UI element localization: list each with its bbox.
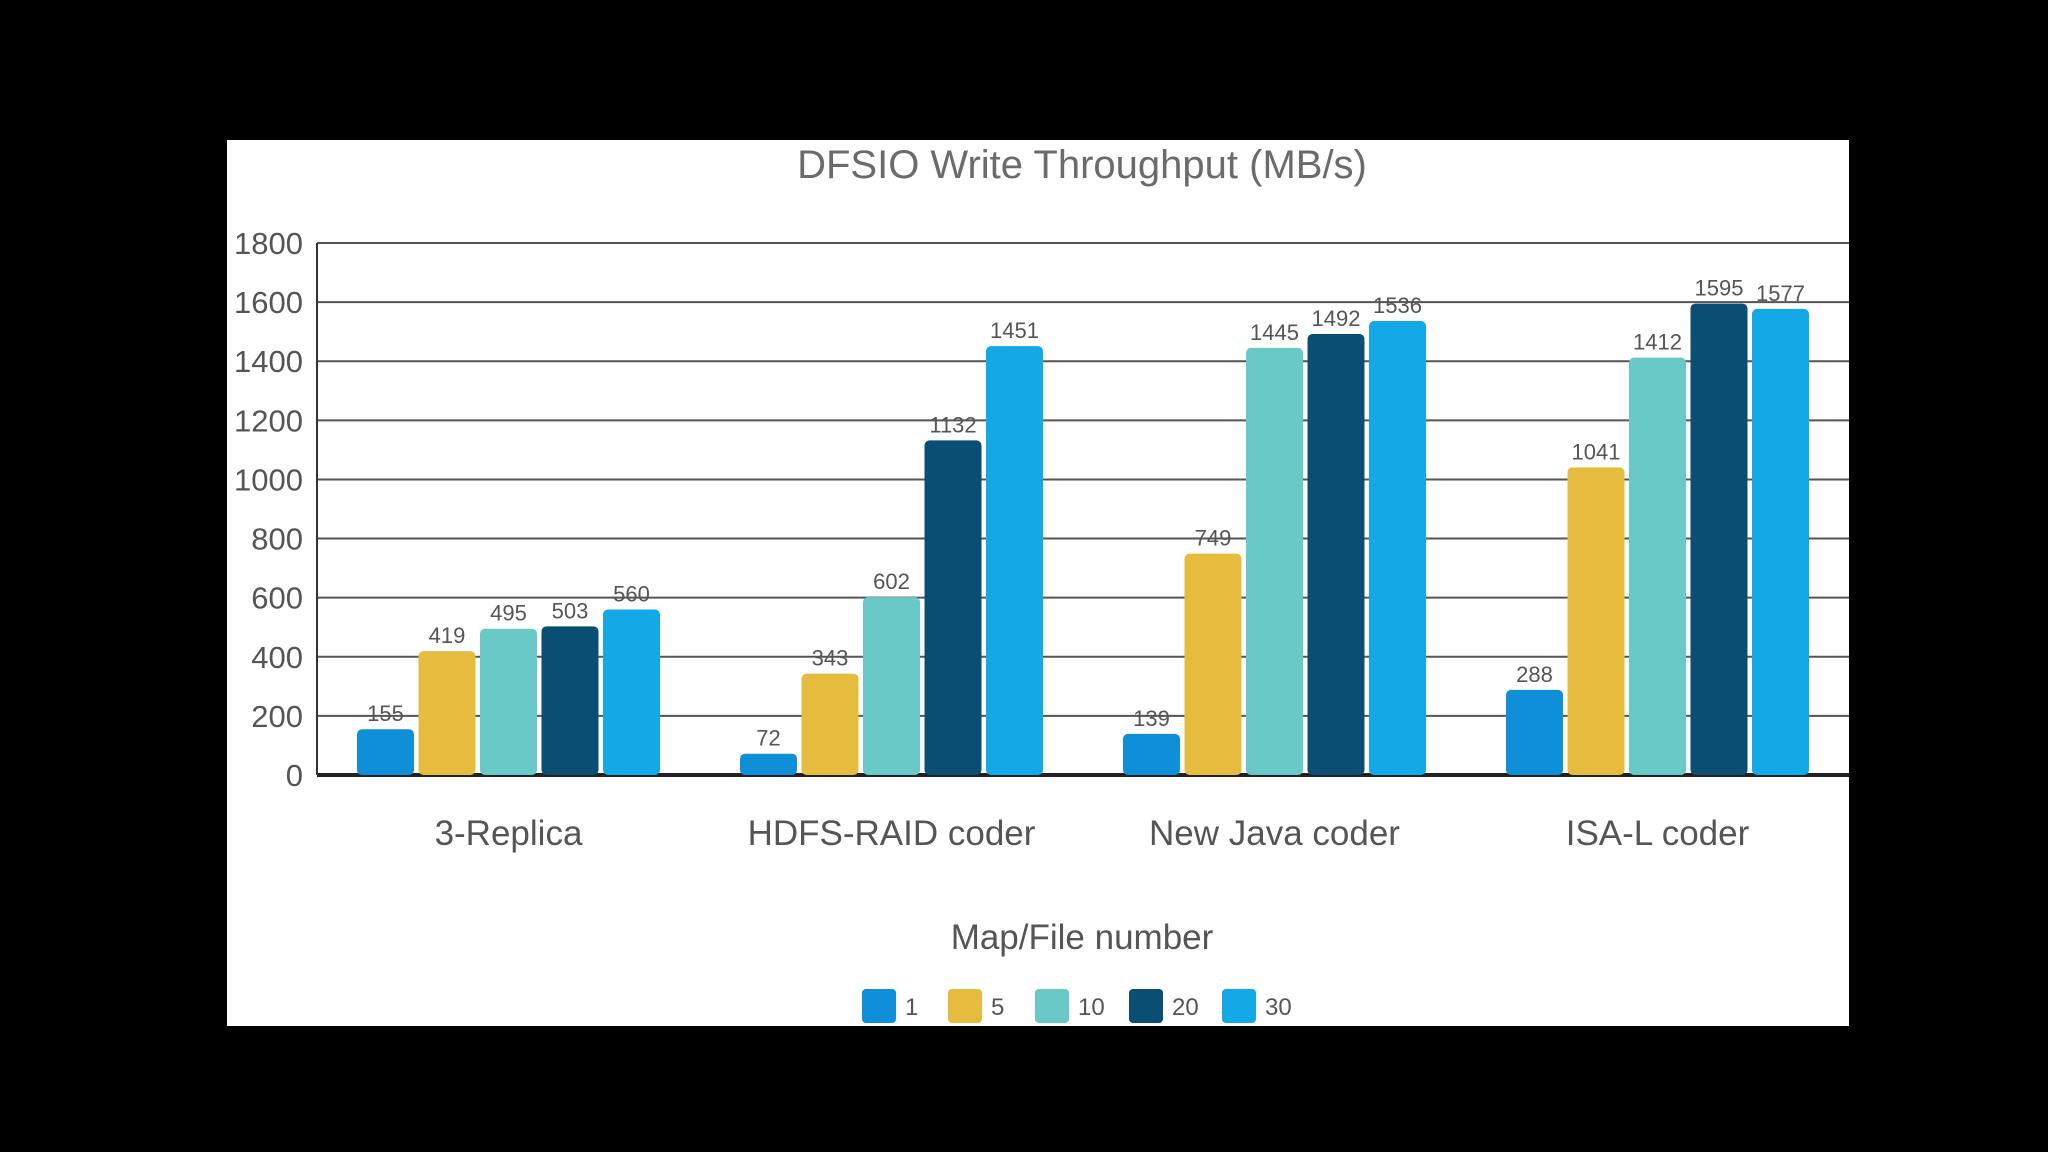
legend: 1 5 10 20 30 [862, 989, 1292, 1023]
data-label: 1492 [1312, 306, 1361, 331]
legend-swatch-20 [1129, 989, 1163, 1023]
legend-label: 20 [1172, 994, 1199, 1021]
category-label: 3-Replica [435, 814, 583, 853]
data-label: 1577 [1756, 281, 1805, 306]
bar-20-2 [1307, 334, 1365, 775]
data-label: 155 [367, 701, 404, 726]
data-label: 602 [873, 569, 910, 594]
bar-5-2 [1184, 553, 1242, 775]
category-label: ISA-L coder [1566, 814, 1750, 853]
data-label: 419 [429, 623, 466, 648]
x-axis-label: Map/File number [951, 918, 1214, 957]
y-tick-label: 1600 [234, 285, 303, 320]
data-label: 503 [552, 598, 589, 623]
bar-1-2 [1123, 733, 1180, 775]
bar-5-0 [418, 651, 476, 775]
bar-10-0 [480, 628, 537, 775]
y-tick-label: 600 [251, 581, 303, 616]
y-tick-label: 1800 [234, 226, 303, 261]
bars [357, 303, 1809, 775]
category-label: New Java coder [1149, 814, 1400, 853]
data-label: 288 [1516, 662, 1553, 687]
data-labels: 155 419 495 503 560 72 343 602 1132 1451 139 749 144… [367, 276, 1805, 751]
legend-label: 5 [991, 994, 1004, 1021]
y-tick-label: 1200 [234, 403, 303, 438]
bar-20-0 [541, 626, 599, 775]
data-label: 1536 [1373, 293, 1422, 318]
y-tick-label: 1400 [234, 344, 303, 379]
category-label: HDFS-RAID coder [748, 814, 1036, 853]
data-label: 139 [1133, 706, 1170, 731]
bar-5-3 [1567, 467, 1625, 775]
data-label: 72 [756, 726, 780, 751]
legend-label: 30 [1265, 994, 1292, 1021]
bar-10-3 [1629, 357, 1686, 775]
bar-1-3 [1506, 689, 1563, 775]
data-label: 1412 [1633, 330, 1682, 355]
legend-label: 1 [905, 994, 918, 1021]
y-tick-label: 800 [251, 522, 303, 557]
y-axis-ticks: 0 200 400 600 800 1000 1200 1400 1600 1800 [234, 226, 303, 793]
chart-title: DFSIO Write Throughput (MB/s) [797, 143, 1367, 187]
bar-5-1 [801, 673, 859, 775]
data-label: 1595 [1695, 276, 1744, 301]
data-label: 1451 [990, 318, 1039, 343]
bar-20-3 [1690, 303, 1748, 775]
legend-swatch-30 [1222, 989, 1256, 1023]
legend-swatch-5 [948, 989, 982, 1023]
bar-30-1 [986, 346, 1043, 775]
y-tick-label: 400 [251, 640, 303, 675]
y-tick-label: 0 [286, 758, 303, 793]
bar-1-1 [740, 753, 797, 775]
bar-20-1 [924, 440, 982, 775]
data-label: 560 [613, 581, 650, 606]
category-labels: 3-Replica HDFS-RAID coder New Java coder IS… [435, 814, 1750, 853]
legend-swatch-1 [862, 989, 896, 1023]
bar-30-0 [603, 609, 660, 775]
y-tick-label: 200 [251, 699, 303, 734]
data-label: 1132 [929, 412, 976, 437]
data-label: 495 [490, 601, 527, 626]
y-tick-label: 1000 [234, 462, 303, 497]
data-label: 1445 [1250, 320, 1299, 345]
bar-10-1 [863, 597, 920, 775]
bar-10-2 [1246, 347, 1303, 775]
legend-label: 10 [1078, 994, 1105, 1021]
bar-30-3 [1752, 308, 1809, 775]
data-label: 343 [812, 646, 849, 671]
bar-30-2 [1369, 321, 1426, 775]
legend-swatch-10 [1035, 989, 1069, 1023]
data-label: 749 [1195, 526, 1232, 551]
data-label: 1041 [1572, 439, 1621, 464]
bar-1-0 [357, 729, 414, 775]
